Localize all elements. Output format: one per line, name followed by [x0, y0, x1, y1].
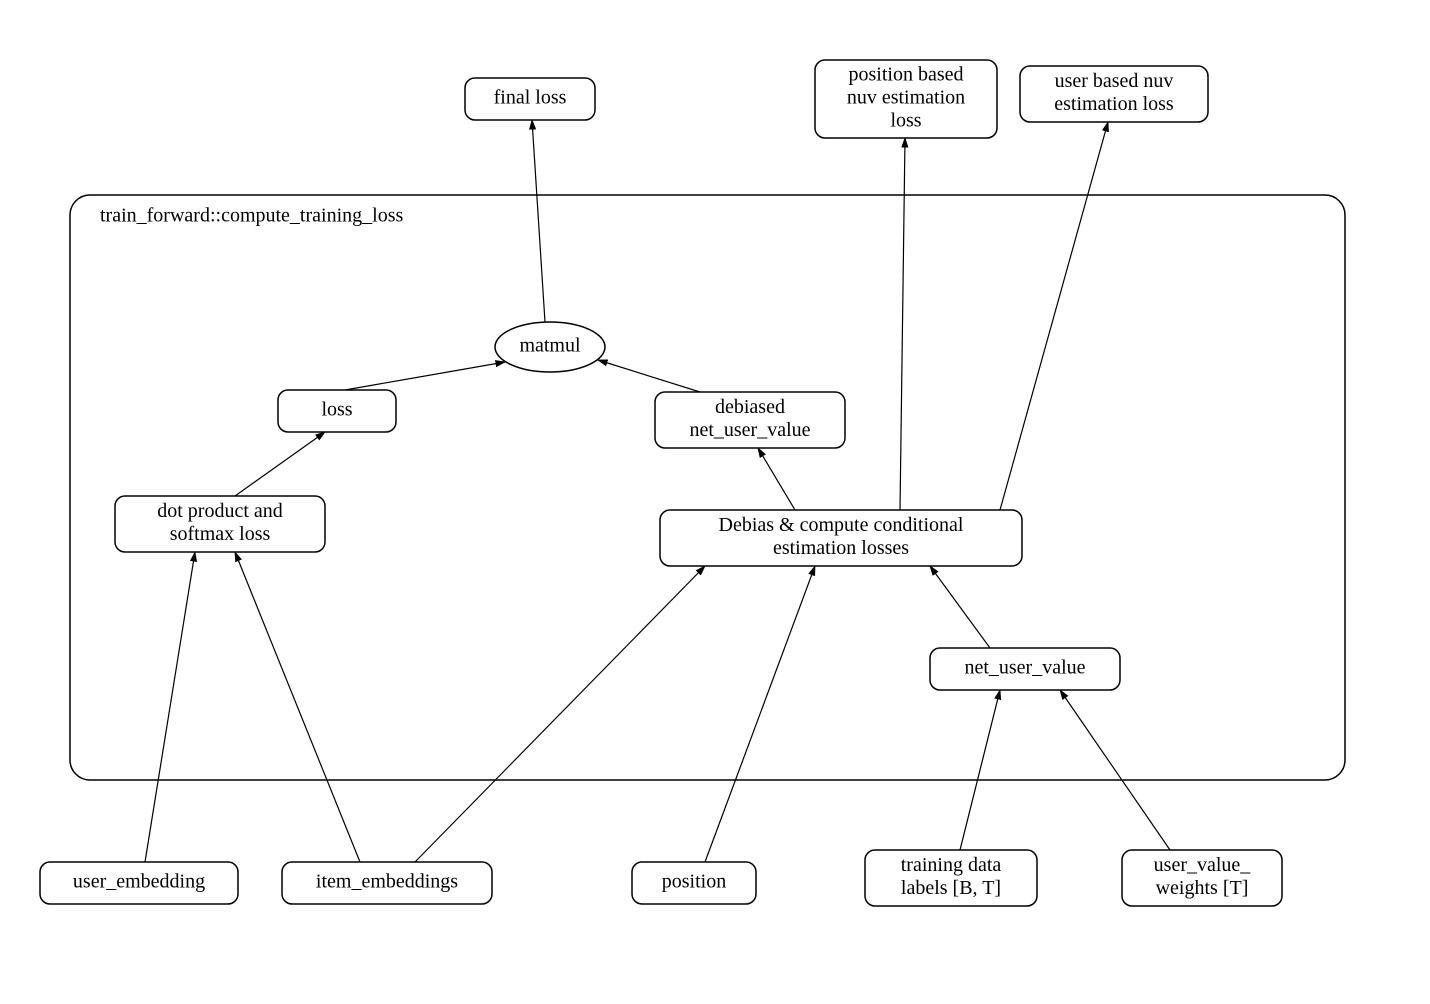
node-dot_softmax: dot product andsoftmax loss: [115, 496, 325, 552]
node-label: training data: [901, 854, 1002, 876]
node-debias_compute: Debias & compute conditionalestimation l…: [660, 510, 1022, 566]
node-label: Debias & compute conditional: [719, 514, 964, 536]
node-label: estimation losses: [773, 537, 909, 559]
node-user_value_weights: user_value_weights [T]: [1122, 850, 1282, 906]
node-debiased_nuv: debiasednet_user_value: [655, 392, 845, 448]
node-label: loss: [890, 110, 921, 132]
node-label: position based: [849, 64, 964, 86]
node-pos_loss: position basednuv estimationloss: [815, 60, 997, 138]
container-label: train_forward::compute_training_loss: [100, 205, 403, 227]
node-training_labels: training datalabels [B, T]: [865, 850, 1037, 906]
node-label: labels [B, T]: [901, 877, 1001, 899]
node-label: loss: [321, 399, 352, 421]
edge-debias_compute-to-user_loss: [1000, 122, 1108, 510]
edge-loss-to-matmul: [345, 362, 505, 390]
node-label: user_value_: [1154, 854, 1252, 876]
edge-dot_softmax-to-loss: [235, 432, 325, 496]
node-label: user based nuv: [1055, 70, 1174, 92]
node-label: user_embedding: [73, 871, 205, 893]
node-label: nuv estimation: [847, 87, 965, 109]
node-net_user_value: net_user_value: [930, 648, 1120, 690]
node-label: final loss: [494, 87, 567, 109]
node-label: weights [T]: [1156, 877, 1249, 899]
node-label: net_user_value: [964, 657, 1085, 679]
node-position: position: [632, 862, 756, 904]
node-label: debiased: [715, 396, 785, 418]
node-label: estimation loss: [1054, 93, 1174, 115]
node-label: dot product and: [157, 500, 283, 522]
edge-debias_compute-to-pos_loss: [900, 138, 905, 510]
node-label: matmul: [519, 335, 581, 357]
container-train-forward: [70, 195, 1345, 780]
node-user_embedding: user_embedding: [40, 862, 238, 904]
edge-matmul-to-final_loss: [532, 120, 545, 322]
edge-position-to-debias_compute: [705, 566, 815, 862]
edge-debias_compute-to-debiased_nuv: [758, 448, 795, 510]
edge-item_embeddings-to-debias_compute: [415, 566, 705, 862]
node-label: item_embeddings: [316, 871, 458, 893]
edge-user_value_weights-to-net_user_value: [1060, 690, 1170, 850]
diagram-canvas: train_forward::compute_training_loss fina…: [0, 0, 1430, 1004]
node-label: softmax loss: [170, 523, 271, 545]
node-user_loss: user based nuvestimation loss: [1020, 66, 1208, 122]
edge-net_user_value-to-debias_compute: [930, 566, 990, 648]
edge-user_embedding-to-dot_softmax: [145, 552, 195, 862]
edge-item_embeddings-to-dot_softmax: [235, 552, 360, 862]
node-label: net_user_value: [689, 419, 810, 441]
node-label: position: [662, 871, 726, 893]
edge-debiased_nuv-to-matmul: [598, 360, 700, 392]
edge-training_labels-to-net_user_value: [960, 690, 1000, 850]
node-loss: loss: [278, 390, 396, 432]
node-final_loss: final loss: [465, 78, 595, 120]
node-item_embeddings: item_embeddings: [282, 862, 492, 904]
node-matmul: matmul: [495, 322, 605, 372]
